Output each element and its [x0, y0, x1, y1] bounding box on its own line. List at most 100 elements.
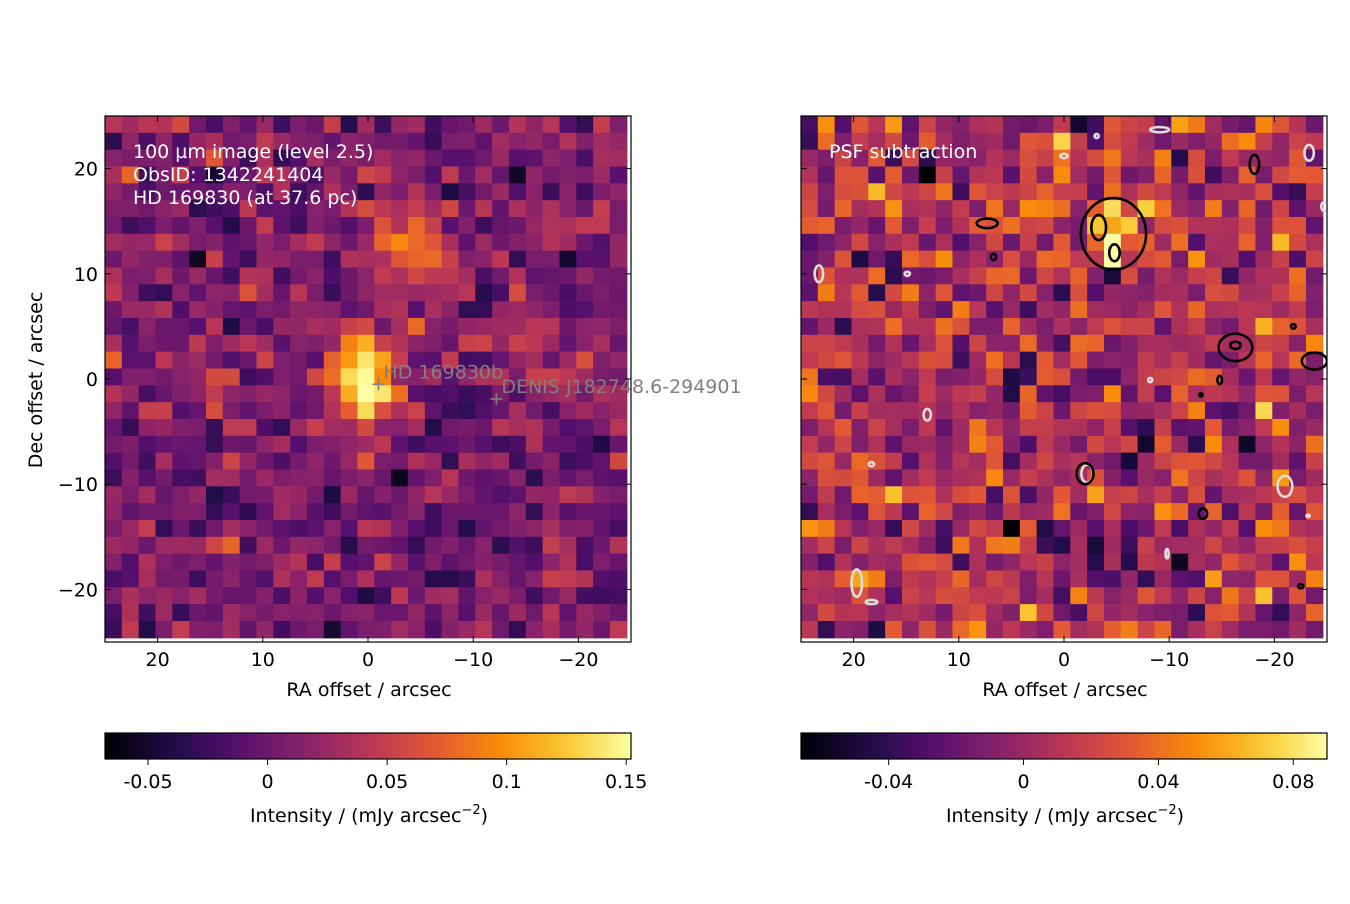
heatmap-cell: [1002, 301, 1021, 319]
heatmap-cell: [834, 620, 853, 639]
heatmap-cell: [1238, 604, 1257, 622]
heatmap-cell: [1221, 216, 1240, 235]
right-annotation-line-1: PSF subtraction: [829, 141, 977, 163]
heatmap-cell: [205, 570, 224, 588]
heatmap-cell: [851, 334, 869, 353]
heatmap-cell: [357, 267, 375, 285]
heatmap-cell: [559, 469, 577, 487]
heatmap-cell: [1305, 536, 1324, 555]
heatmap-cell: [1171, 116, 1189, 134]
heatmap-cell: [105, 284, 123, 302]
heatmap-cell: [1120, 604, 1139, 622]
heatmap-cell: [1188, 267, 1206, 285]
heatmap-cell: [1154, 317, 1172, 336]
y-tick-label: 10: [74, 264, 98, 286]
heatmap-cell: [323, 149, 342, 168]
heatmap-cell: [138, 469, 157, 487]
heatmap-cell: [340, 284, 359, 302]
heatmap-cell: [1221, 503, 1240, 521]
heatmap-cell: [935, 536, 954, 555]
heatmap-cell: [986, 233, 1004, 252]
heatmap-cell: [306, 418, 325, 437]
heatmap-cell: [189, 604, 207, 622]
heatmap-cell: [155, 267, 173, 285]
heatmap-cell: [542, 418, 561, 437]
heatmap-cell: [885, 233, 903, 252]
heatmap-cell: [901, 284, 920, 302]
heatmap-cell: [508, 250, 527, 269]
heatmap-cell: [391, 183, 409, 201]
heatmap-cell: [1053, 116, 1071, 134]
heatmap-cell: [1019, 418, 1038, 437]
heatmap-cell: [1171, 334, 1189, 353]
heatmap-cell: [1188, 132, 1206, 151]
heatmap-cell: [986, 486, 1004, 504]
heatmap-cell: [407, 284, 426, 302]
heatmap-cell: [801, 418, 819, 437]
heatmap-cell: [1221, 183, 1240, 201]
heatmap-cell: [542, 166, 561, 184]
heatmap-cell: [1019, 402, 1038, 420]
heatmap-cell: [290, 604, 308, 622]
heatmap-cell: [222, 301, 241, 319]
heatmap-cell: [525, 620, 544, 639]
heatmap-cell: [239, 301, 258, 319]
heatmap-cell: [952, 317, 970, 336]
heatmap-cell: [340, 250, 359, 269]
heatmap-cell: [559, 267, 577, 285]
heatmap-cell: [239, 570, 258, 588]
heatmap-cell: [357, 317, 375, 336]
heatmap-cell: [256, 604, 274, 622]
heatmap-cell: [424, 351, 443, 370]
heatmap-cell: [801, 116, 819, 134]
x-tick-label: 20: [146, 649, 170, 671]
heatmap-cell: [542, 351, 561, 370]
heatmap-cell: [508, 166, 527, 184]
heatmap-cell: [222, 469, 241, 487]
heatmap-cell: [1221, 620, 1240, 639]
heatmap-cell: [239, 620, 258, 639]
heatmap-cell: [424, 317, 443, 336]
heatmap-cell: [1255, 587, 1273, 605]
heatmap-cell: [1171, 351, 1189, 370]
heatmap-cell: [885, 604, 903, 622]
positive-contour: [1296, 582, 1305, 590]
heatmap-cell: [1103, 301, 1122, 319]
heatmap-cell: [817, 435, 836, 454]
heatmap-cell: [155, 301, 173, 319]
heatmap-cell: [407, 267, 426, 285]
heatmap-cell: [239, 368, 258, 386]
heatmap-cell: [205, 116, 224, 134]
heatmap-cell: [834, 604, 853, 622]
heatmap-cell: [1289, 116, 1307, 134]
heatmap-cell: [1137, 570, 1156, 588]
heatmap-cell: [441, 503, 460, 521]
heatmap-cell: [1154, 452, 1172, 471]
heatmap-cell: [1070, 132, 1088, 151]
heatmap-cell: [952, 469, 970, 487]
heatmap-cell: [1103, 166, 1122, 184]
heatmap-cell: [172, 368, 190, 386]
heatmap-cell: [290, 503, 308, 521]
heatmap-cell: [1255, 620, 1273, 639]
heatmap-cell: [1103, 317, 1122, 336]
heatmap-cell: [205, 604, 224, 622]
heatmap-cell: [105, 166, 123, 184]
heatmap-cell: [1053, 553, 1071, 572]
heatmap-cell: [1221, 149, 1240, 168]
heatmap-cell: [885, 166, 903, 184]
heatmap-cell: [1120, 250, 1139, 269]
heatmap-cell: [323, 418, 342, 437]
heatmap-cell: [323, 301, 342, 319]
heatmap-cell: [508, 334, 527, 353]
heatmap-cell: [256, 402, 274, 420]
heatmap-cell: [290, 183, 308, 201]
heatmap-cell: [885, 536, 903, 555]
heatmap-cell: [121, 452, 140, 471]
heatmap-cell: [323, 351, 342, 370]
heatmap-cell: [357, 149, 375, 168]
heatmap-cell: [918, 250, 937, 269]
heatmap-cell: [138, 250, 157, 269]
positive-contour: [1197, 507, 1209, 521]
heatmap-cell: [1221, 284, 1240, 302]
